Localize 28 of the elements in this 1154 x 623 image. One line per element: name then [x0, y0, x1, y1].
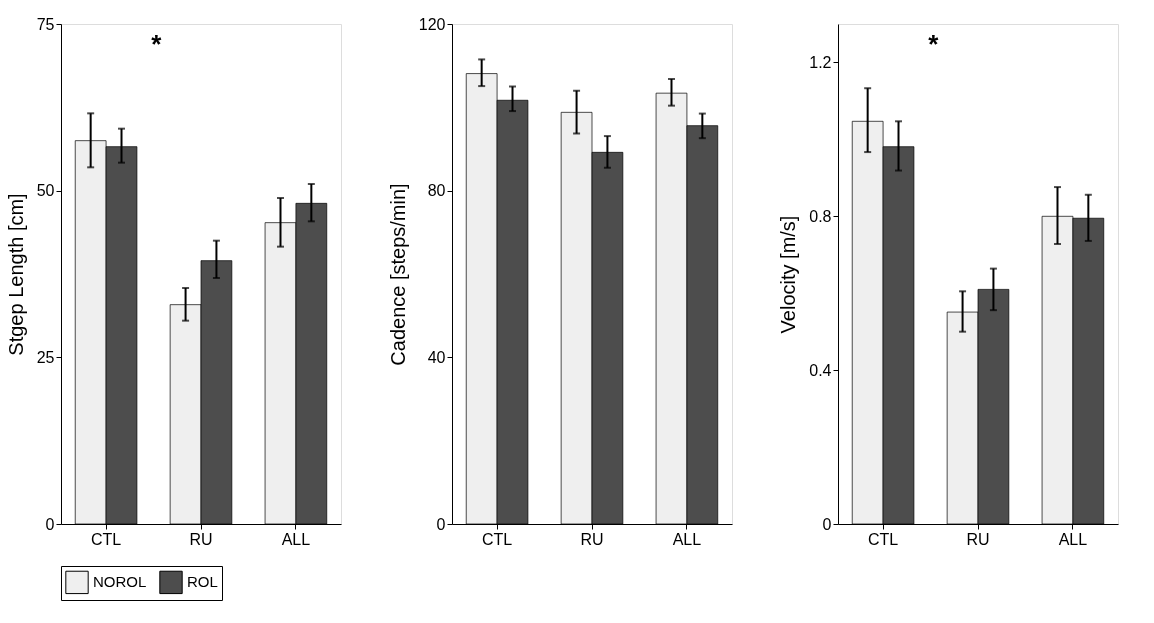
x-tick-label: CTL	[481, 530, 513, 548]
y-tick-label: 50	[36, 182, 55, 200]
legend-label: NOROL	[93, 573, 147, 591]
y-axis-title: Stgep Length [cm]	[4, 193, 27, 356]
x-tick-label: RU	[966, 530, 990, 548]
x-tick-label: RU	[189, 530, 213, 548]
x-tick-label: CTL	[90, 530, 122, 548]
y-tick-label: 80	[427, 182, 446, 200]
y-axis-title: Cadence [steps/min]	[386, 183, 409, 366]
y-tick-label: 75	[36, 15, 55, 33]
legend-label: ROL	[187, 573, 218, 591]
x-tick-label: ALL	[1058, 530, 1088, 548]
y-tick-label: 0	[822, 515, 832, 533]
y-axis-title: Velocity [m/s]	[777, 215, 800, 334]
x-tick-label: CTL	[867, 530, 899, 548]
y-tick-label: 25	[36, 348, 55, 366]
x-tick-label: ALL	[672, 530, 702, 548]
x-tick-label: RU	[580, 530, 604, 548]
y-tick-label: 120	[418, 15, 446, 33]
x-tick-label: ALL	[281, 530, 311, 548]
y-tick-label: 0	[45, 515, 55, 533]
annotation: *	[928, 29, 940, 59]
y-tick-label: 0.8	[809, 207, 832, 225]
annotation: *	[151, 29, 163, 59]
y-tick-label: 40	[427, 348, 446, 366]
y-tick-label: 1.2	[809, 53, 832, 71]
y-tick-label: 0.4	[809, 361, 832, 379]
y-tick-label: 0	[436, 515, 446, 533]
